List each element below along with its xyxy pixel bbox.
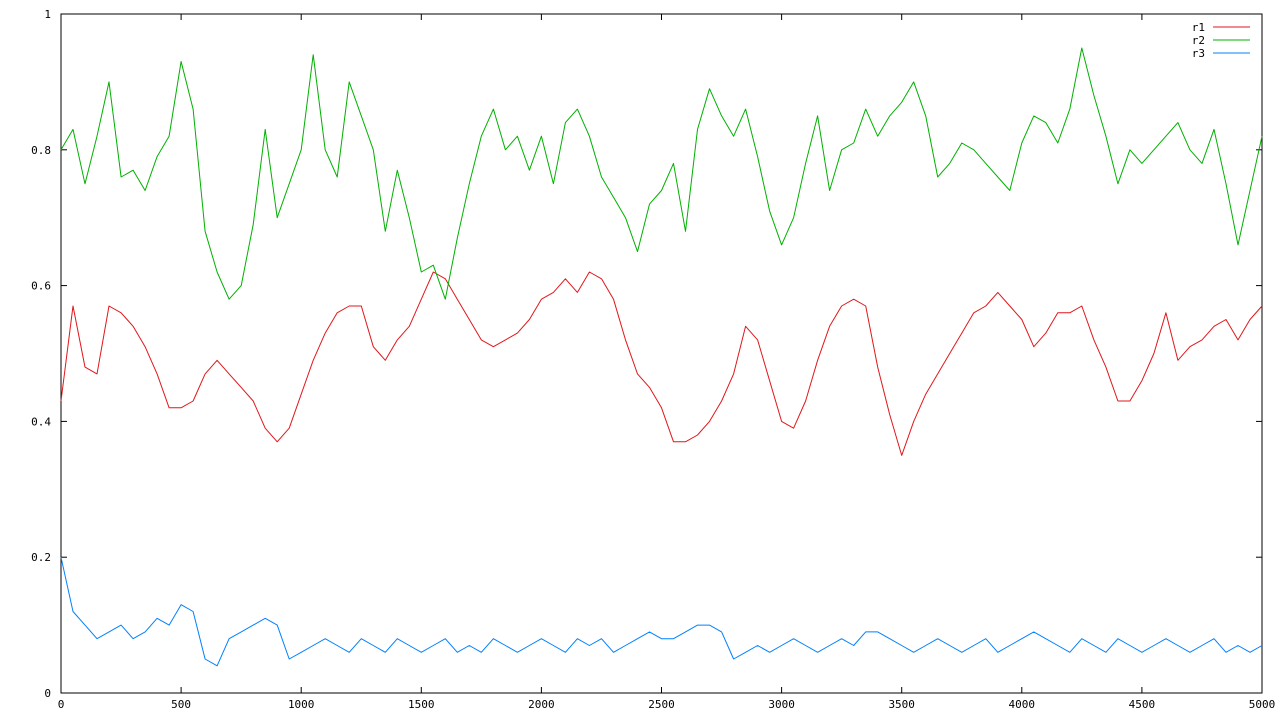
y-tick-label: 1: [44, 8, 51, 21]
legend-label-r1: r1: [1192, 21, 1205, 34]
y-axis: 0 0.2 0.4 0.6 0.8 1: [31, 8, 1262, 700]
x-tick-label: 0: [58, 698, 65, 711]
x-tick-label: 5000: [1249, 698, 1276, 711]
legend-label-r2: r2: [1192, 34, 1205, 47]
x-tick-label: 1000: [288, 698, 315, 711]
y-tick-label: 0: [44, 687, 51, 700]
x-tick-label: 2500: [648, 698, 675, 711]
y-tick-label: 0.4: [31, 415, 51, 428]
series-line-r2: [60, 47, 1263, 300]
series-line-r1: [60, 271, 1263, 456]
y-tick-label: 0.2: [31, 551, 51, 564]
x-tick-label: 4000: [1009, 698, 1036, 711]
x-tick-label: 1500: [408, 698, 435, 711]
x-axis: 0 500 1000 1500 2000 2500 3000 3500 4000 4500 5000: [58, 14, 1276, 711]
series-layer: [60, 47, 1263, 667]
y-tick-label: 0.8: [31, 144, 51, 157]
x-tick-label: 500: [171, 698, 191, 711]
x-tick-label: 3500: [888, 698, 915, 711]
x-tick-label: 4500: [1129, 698, 1156, 711]
y-tick-label: 0.6: [31, 280, 51, 293]
series-line-r3: [60, 557, 1263, 667]
x-tick-label: 3000: [768, 698, 795, 711]
legend-label-r3: r3: [1192, 47, 1205, 60]
x-tick-label: 2000: [528, 698, 555, 711]
plot-frame: [60, 13, 1263, 694]
